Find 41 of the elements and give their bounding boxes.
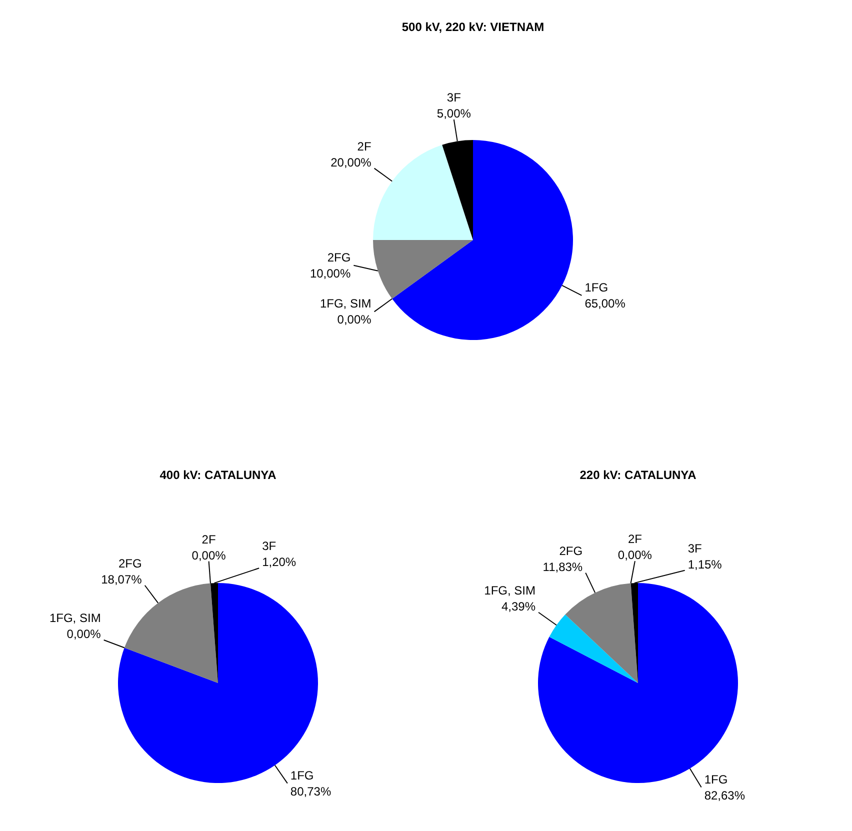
slice-label: 2FG bbox=[327, 250, 351, 264]
chart-title: 500 kV, 220 kV: VIETNAM bbox=[400, 20, 546, 36]
slice-label: 1FG, SIM bbox=[484, 583, 536, 598]
category-label: 1FG, SIM bbox=[49, 611, 101, 626]
chart-title: 220 kV: CATALUNYA bbox=[578, 468, 698, 484]
pie-slice bbox=[392, 140, 573, 340]
data-label: 18,07% bbox=[101, 572, 142, 586]
pie-slice bbox=[565, 583, 638, 683]
slice-label: 2FG bbox=[118, 556, 142, 570]
text: 0,00% bbox=[66, 627, 101, 642]
data-label: 82,63% bbox=[704, 788, 746, 802]
category-label: 2F bbox=[202, 532, 216, 546]
data-label: 5,00% bbox=[436, 106, 472, 120]
pie-slice bbox=[373, 240, 473, 299]
data-label: 20,00% bbox=[330, 155, 372, 170]
data-label: 10,00% bbox=[310, 266, 351, 280]
slice-label: 3F bbox=[688, 541, 702, 556]
pie-slice bbox=[124, 583, 218, 683]
slice-label: 1FG bbox=[584, 280, 608, 294]
text: 0,00% bbox=[337, 312, 372, 327]
data-label: 80,73% bbox=[290, 784, 332, 798]
pie-slice bbox=[549, 614, 638, 683]
slice-label: 2F bbox=[357, 139, 372, 154]
text: 0,00% bbox=[192, 548, 226, 562]
data-label: 1,20% bbox=[262, 555, 296, 570]
legend-label: 1FG, SIM bbox=[320, 296, 372, 311]
slice-label: 3F bbox=[446, 90, 461, 104]
data-label: 65,00% bbox=[584, 296, 626, 310]
slice-label: 2FG bbox=[559, 544, 583, 558]
slice-label: 1FG bbox=[290, 768, 314, 782]
data-label: 11,83% bbox=[542, 560, 583, 574]
pie-slice bbox=[118, 583, 318, 783]
pie-slice bbox=[538, 583, 738, 783]
slice-label: 1FG bbox=[704, 772, 728, 786]
category-label: 2F bbox=[628, 532, 642, 546]
chart-title: 400 kV: CATALUNYA bbox=[158, 468, 278, 484]
pie-slice bbox=[373, 144, 473, 240]
data-label: 1,15% bbox=[688, 557, 722, 572]
text: 0,00% bbox=[618, 548, 652, 562]
data-label: 4,39% bbox=[501, 599, 536, 614]
slice-label: 3F bbox=[262, 539, 276, 554]
